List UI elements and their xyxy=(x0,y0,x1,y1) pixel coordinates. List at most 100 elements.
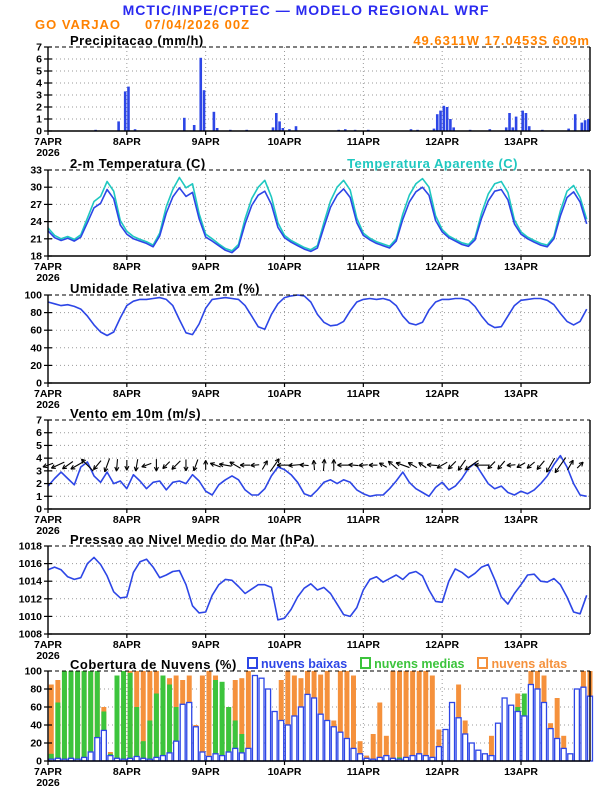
svg-text:4: 4 xyxy=(36,453,42,465)
svg-text:8APR: 8APR xyxy=(113,766,141,778)
precip-panel-title: Precipitacao (mm/h) xyxy=(70,33,204,48)
svg-text:7: 7 xyxy=(36,42,42,54)
svg-text:5: 5 xyxy=(36,66,42,78)
svg-text:20: 20 xyxy=(30,738,42,750)
svg-text:7APR: 7APR xyxy=(34,639,62,651)
series-bar-overlay xyxy=(48,671,594,762)
svg-text:12APR: 12APR xyxy=(425,639,459,651)
svg-text:7: 7 xyxy=(36,415,42,427)
nuvens-baixas-swatch-icon xyxy=(247,656,258,669)
svg-text:12APR: 12APR xyxy=(425,388,459,400)
temp-panel-title: 2-m Temperatura (C) xyxy=(70,156,206,171)
clouds-panel-title: Cobertura de Nuvens (%) xyxy=(70,657,237,672)
svg-text:9APR: 9APR xyxy=(192,766,220,778)
svg-text:13APR: 13APR xyxy=(504,136,538,148)
svg-text:11APR: 11APR xyxy=(347,388,381,400)
svg-text:1012: 1012 xyxy=(19,593,43,605)
svg-text:1010: 1010 xyxy=(19,611,43,623)
legend-item-altas: nuvens altas xyxy=(477,656,568,671)
svg-text:1016: 1016 xyxy=(19,558,43,570)
svg-text:6: 6 xyxy=(36,54,42,66)
svg-text:11APR: 11APR xyxy=(347,514,381,526)
series-bar xyxy=(94,57,590,131)
svg-text:10APR: 10APR xyxy=(268,136,302,148)
svg-text:0: 0 xyxy=(36,756,42,768)
cloud-legend: nuvens baixas nuvens medias nuvens altas xyxy=(247,656,568,671)
svg-text:2026: 2026 xyxy=(36,650,60,662)
svg-text:33: 33 xyxy=(30,165,42,177)
run-datetime-label: 07/04/2026 00Z xyxy=(145,17,251,32)
svg-text:6: 6 xyxy=(36,427,42,439)
series-wind-line-barbs xyxy=(42,454,587,498)
svg-text:7APR: 7APR xyxy=(34,766,62,778)
svg-text:10APR: 10APR xyxy=(268,766,302,778)
svg-text:27: 27 xyxy=(30,199,42,211)
svg-text:100: 100 xyxy=(24,666,42,678)
svg-text:80: 80 xyxy=(30,307,42,319)
svg-text:11APR: 11APR xyxy=(347,261,381,273)
svg-text:3: 3 xyxy=(36,90,42,102)
svg-text:0: 0 xyxy=(36,378,42,390)
svg-text:40: 40 xyxy=(30,720,42,732)
svg-text:9APR: 9APR xyxy=(192,136,220,148)
svg-text:9APR: 9APR xyxy=(192,639,220,651)
svg-text:13APR: 13APR xyxy=(504,388,538,400)
svg-text:30: 30 xyxy=(30,182,42,194)
svg-text:11APR: 11APR xyxy=(347,766,381,778)
svg-text:2026: 2026 xyxy=(36,272,60,284)
apparent-temp-label: Temperatura Aparente (C) xyxy=(347,156,518,171)
coordinates-label: 49.6311W 17.0453S 609m xyxy=(413,33,590,48)
svg-text:10APR: 10APR xyxy=(268,639,302,651)
svg-text:2026: 2026 xyxy=(36,525,60,537)
svg-text:24: 24 xyxy=(30,216,42,228)
legend-item-medias: nuvens medias xyxy=(360,656,465,671)
svg-text:20: 20 xyxy=(30,360,42,372)
nuvens-altas-swatch-icon xyxy=(477,656,489,669)
svg-text:2026: 2026 xyxy=(36,399,60,411)
svg-text:60: 60 xyxy=(30,325,42,337)
svg-text:1014: 1014 xyxy=(19,576,43,588)
nuvens-medias-swatch-icon xyxy=(360,656,372,669)
svg-text:12APR: 12APR xyxy=(425,514,459,526)
svg-text:8APR: 8APR xyxy=(113,388,141,400)
svg-text:8APR: 8APR xyxy=(113,514,141,526)
nuvens-medias-label: nuvens medias xyxy=(374,657,465,671)
svg-text:1008: 1008 xyxy=(19,629,43,641)
svg-text:10APR: 10APR xyxy=(268,514,302,526)
svg-text:2: 2 xyxy=(36,478,42,490)
svg-text:3: 3 xyxy=(36,465,42,477)
legend-item-baixas: nuvens baixas xyxy=(247,656,348,671)
svg-text:12APR: 12APR xyxy=(425,136,459,148)
svg-text:18: 18 xyxy=(30,251,42,263)
svg-text:7APR: 7APR xyxy=(34,136,62,148)
svg-text:8APR: 8APR xyxy=(113,261,141,273)
svg-text:2: 2 xyxy=(36,102,42,114)
svg-text:7APR: 7APR xyxy=(34,388,62,400)
svg-text:12APR: 12APR xyxy=(425,766,459,778)
svg-text:12APR: 12APR xyxy=(425,261,459,273)
svg-text:60: 60 xyxy=(30,702,42,714)
svg-text:13APR: 13APR xyxy=(504,766,538,778)
svg-text:100: 100 xyxy=(24,290,42,302)
svg-text:13APR: 13APR xyxy=(504,639,538,651)
station-label: GO VARJAO xyxy=(35,17,122,32)
header-line2: GO VARJAO 07/04/2026 00Z xyxy=(0,17,612,32)
svg-text:2026: 2026 xyxy=(36,147,60,159)
svg-text:10APR: 10APR xyxy=(268,261,302,273)
nuvens-altas-label: nuvens altas xyxy=(491,657,568,671)
nuvens-baixas-label: nuvens baixas xyxy=(261,657,348,671)
svg-text:10APR: 10APR xyxy=(268,388,302,400)
series-line xyxy=(47,556,588,621)
svg-text:0: 0 xyxy=(36,504,42,516)
svg-text:5: 5 xyxy=(36,440,42,452)
svg-text:11APR: 11APR xyxy=(347,639,381,651)
svg-text:13APR: 13APR xyxy=(504,514,538,526)
svg-text:1018: 1018 xyxy=(19,541,43,553)
svg-text:9APR: 9APR xyxy=(192,514,220,526)
svg-text:9APR: 9APR xyxy=(192,388,220,400)
